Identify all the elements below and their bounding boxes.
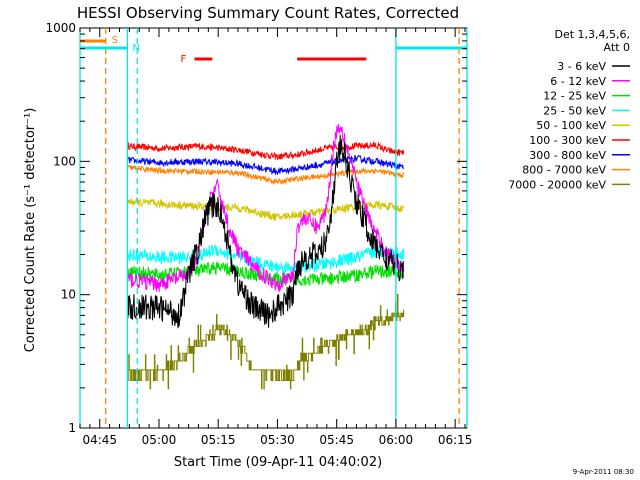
legend-label: 7000 - 20000 keV [508,178,606,191]
legend-label: 25 - 50 keV [543,104,606,117]
legend-label: 3 - 6 keV [557,60,606,73]
legend-label: 12 - 25 keV [543,90,606,103]
annotation-layer: S N F [79,28,468,428]
legend-header-line-1: Det 1,3,4,5,6, [554,28,630,41]
x-tick-label: 05:30 [260,433,295,447]
x-tick-label: 04:45 [82,433,117,447]
tick-layer: 1 10 100 1000 04:45 05:00 05:15 05:30 05:45 06:00… [45,21,472,447]
x-axis-label: Start Time (09-Apr-11 04:40:02) [174,455,382,470]
legend-label: 800 - 7000 keV [522,164,606,177]
n-label: N [132,43,139,54]
x-tick-label: 05:00 [142,433,177,447]
y-tick-label: 1000 [45,21,76,35]
chart-title: HESSI Observing Summary Count Rates, Cor… [77,4,459,22]
y-tick-label: 100 [53,154,76,168]
legend-header-line-2: Att 0 [604,41,630,54]
series-line-7 [126,123,405,293]
f-label: F [181,54,187,65]
legend-label: 300 - 800 keV [529,149,606,162]
legend-label: 50 - 100 keV [536,119,606,132]
plot-frame [79,27,468,429]
legend-label: 6 - 12 keV [550,75,606,88]
y-tick-label: 1 [68,421,76,435]
x-tick-label: 06:00 [379,433,414,447]
x-tick-label: 05:15 [201,433,236,447]
series-line-2 [126,154,404,176]
s-label: S [112,35,118,46]
series-line-5 [127,244,405,275]
x-tick-label: 06:15 [438,433,473,447]
x-tick-label: 05:45 [319,433,354,447]
legend: Det 1,3,4,5,6, Att 0 3 - 6 keV 6 - 12 keV… [508,28,630,191]
series-line-8 [126,134,404,329]
series-line-1 [126,140,405,161]
series-line-3 [126,165,405,186]
timestamp: 9-Apr-2011 08:30 [573,468,634,476]
y-tick-label: 10 [61,288,76,302]
series-layer [126,123,405,390]
plot-area: S N F 1 10 100 1000 04:45 05:00 05:15 05:30 05:45 0… [45,21,472,447]
series-line-9 [127,293,405,390]
legend-label: 100 - 300 keV [529,134,606,147]
y-axis-label: Corrected Count Rate (s⁻¹ detector⁻¹) [23,108,38,353]
